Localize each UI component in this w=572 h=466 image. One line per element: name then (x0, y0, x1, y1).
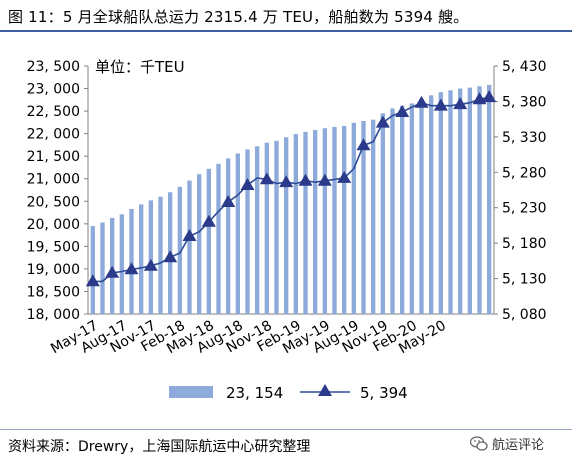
legend-bar-label: 23, 154 (226, 384, 283, 402)
bar (90, 226, 96, 314)
bar (100, 222, 105, 314)
left-tick-label: 21, 500 (27, 149, 80, 165)
ship-count-marker (124, 262, 139, 275)
bar (148, 200, 154, 314)
right-tick-label: 5, 380 (502, 94, 547, 110)
legend-bar-swatch (169, 386, 213, 398)
bar (177, 186, 183, 314)
source-rule (0, 429, 572, 430)
bar (409, 103, 415, 315)
title-rule (0, 30, 572, 32)
ship-count-marker (85, 274, 100, 287)
wechat-icon (470, 435, 488, 451)
bar (129, 208, 134, 314)
bar (187, 180, 192, 314)
watermark: 航运评论 (470, 434, 544, 453)
bar (283, 137, 289, 314)
left-tick-label: 19, 000 (27, 262, 80, 278)
ship-count-marker (105, 265, 120, 278)
bar (138, 204, 144, 314)
bar (254, 146, 260, 314)
bar (399, 105, 405, 315)
bar (361, 121, 366, 314)
ship-count-marker (240, 178, 255, 190)
bar (225, 158, 231, 314)
bar (370, 119, 376, 315)
chart: 18, 000 18, 500 19, 000 19, 500 20, 000 20, 5… (27, 58, 547, 402)
bar (477, 86, 482, 314)
right-tick-label: 5, 430 (502, 59, 547, 75)
bar (119, 214, 125, 314)
ship-count-marker (337, 170, 352, 183)
right-tick-label: 5, 080 (502, 307, 547, 323)
ship-count-marker (298, 173, 313, 186)
ship-count-marker (395, 105, 410, 117)
ship-count-marker (279, 175, 294, 188)
left-tick-label: 21, 000 (27, 172, 80, 188)
ship-count-marker (317, 173, 332, 186)
bar (428, 95, 434, 315)
watermark-text: 航运评论 (492, 438, 545, 453)
legend-line-marker (318, 384, 332, 396)
ship-count-marker (433, 98, 448, 111)
bar (448, 90, 453, 314)
left-tick-label: 23, 500 (27, 59, 80, 75)
ship-count-marker (143, 258, 158, 271)
bar (341, 125, 347, 314)
bar (235, 153, 241, 314)
legend-line-label: 5, 394 (360, 384, 408, 402)
left-tick-label: 18, 500 (27, 284, 80, 300)
bar (158, 196, 163, 314)
left-tick-label: 18, 000 (27, 307, 80, 323)
bar (196, 174, 202, 314)
ship-count-marker (375, 115, 390, 128)
bar (322, 128, 328, 314)
left-tick-label: 20, 500 (27, 194, 80, 210)
source-note: 资料来源：Drewry，上海国际航运中心研究整理 (8, 439, 311, 455)
left-tick-label: 23, 000 (27, 82, 80, 98)
bar (312, 130, 318, 314)
left-tick-label: 22, 500 (27, 104, 80, 120)
bar (206, 168, 212, 314)
right-tick-label: 5, 180 (502, 236, 547, 252)
bar (351, 122, 357, 314)
bar (216, 163, 221, 314)
bar (264, 142, 270, 314)
right-tick-label: 5, 330 (502, 130, 547, 146)
bar (332, 126, 337, 314)
ship-count-marker (201, 214, 216, 227)
ship-count-marker (259, 172, 274, 185)
right-tick-label: 5, 130 (502, 272, 547, 288)
ship-count-marker (182, 229, 197, 241)
bar (380, 113, 386, 314)
right-tick-label: 5, 280 (502, 165, 547, 181)
bar (457, 88, 463, 314)
left-tick-label: 20, 000 (27, 217, 80, 233)
ship-count-marker (482, 90, 497, 103)
bar (467, 87, 473, 314)
ship-count-marker (453, 97, 468, 110)
left-tick-label: 19, 500 (27, 239, 80, 255)
ship-count-marker (414, 95, 429, 108)
bar (419, 98, 424, 314)
bar (486, 84, 492, 315)
bar (245, 149, 250, 314)
bar (293, 134, 299, 314)
unit-label: 单位：千TEU (95, 58, 185, 76)
bar (390, 108, 395, 314)
bar (274, 140, 279, 314)
bar (303, 131, 308, 314)
figure-title: 图 11：5 月全球船队总运力 2315.4 万 TEU，船舶数为 5394 艘… (8, 8, 469, 26)
ship-count-marker (356, 138, 371, 151)
bar (438, 92, 444, 314)
ship-count-marker (163, 250, 178, 263)
ship-count-marker (221, 195, 236, 207)
right-tick-label: 5, 230 (502, 201, 547, 217)
left-tick-label: 22, 000 (27, 127, 80, 143)
